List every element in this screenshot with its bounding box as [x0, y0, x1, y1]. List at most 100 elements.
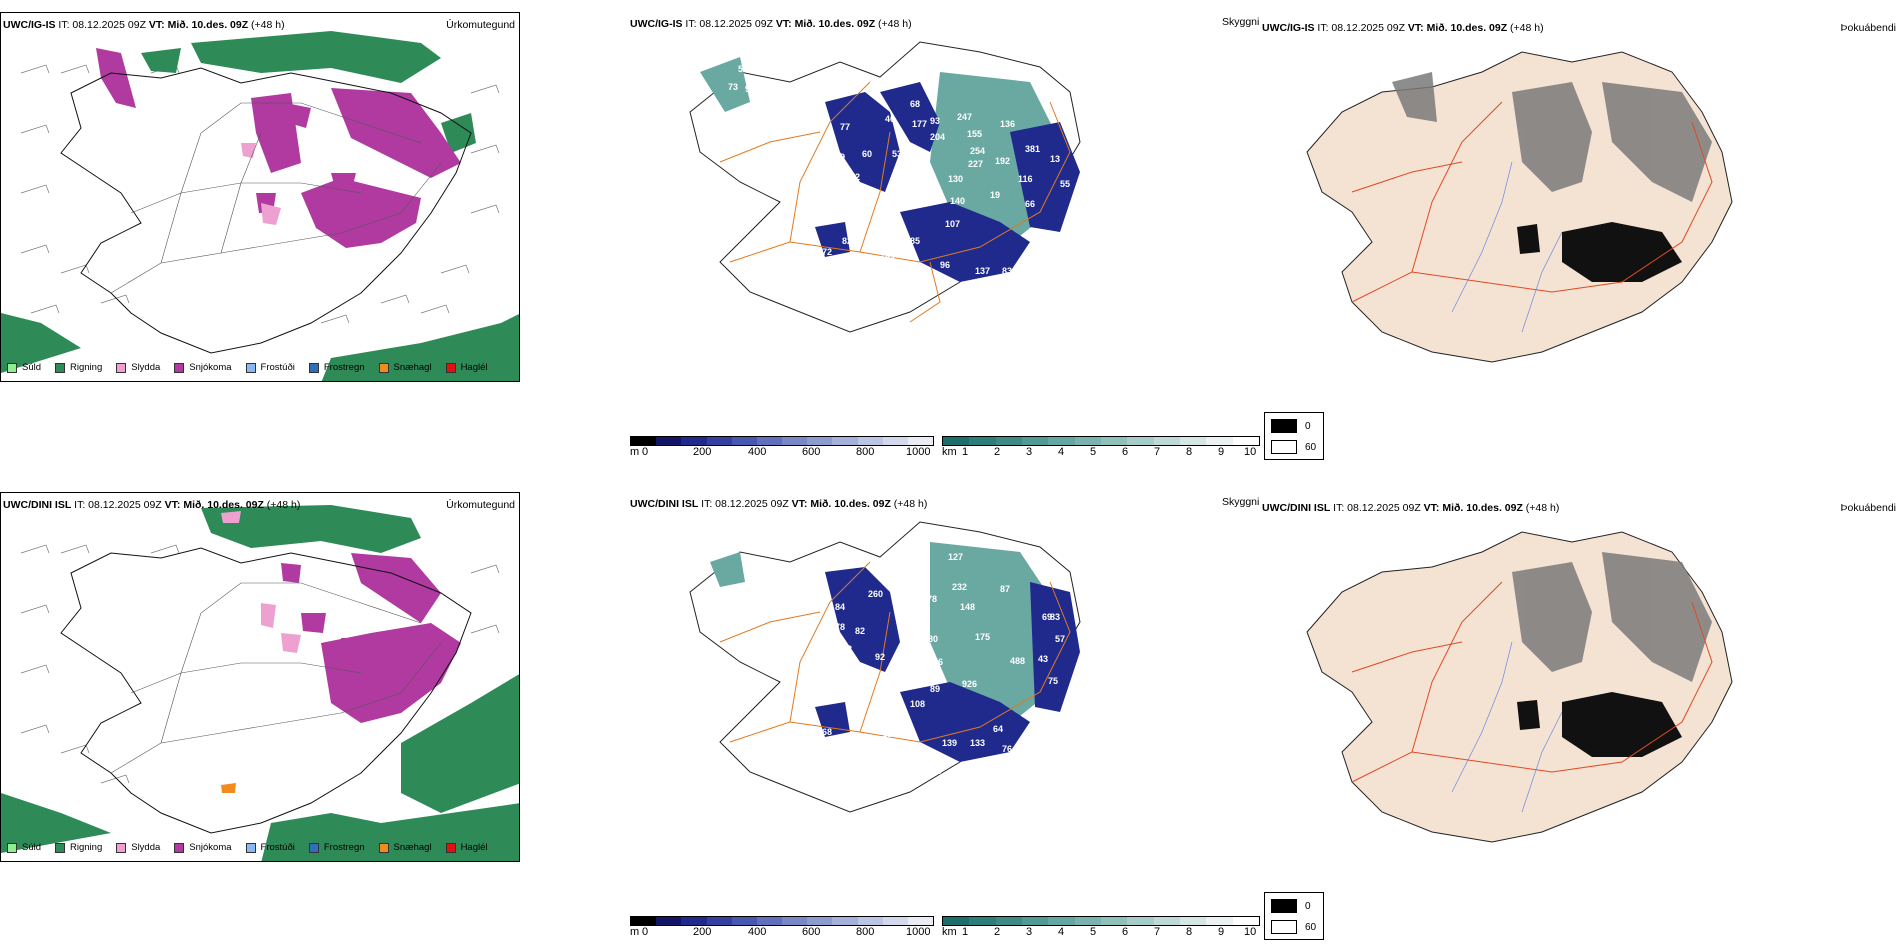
ceiling-colorbar-top — [630, 436, 934, 446]
colorbar-segment — [1206, 437, 1233, 445]
valid-time: Mið. 10.des. 09Z — [183, 499, 264, 511]
colorbar-segment — [1048, 917, 1075, 925]
ceiling-tick: 200 — [693, 926, 712, 938]
colorbar-segment — [943, 437, 970, 445]
legend-item-snow-pellets: Snæhagl — [378, 362, 432, 373]
ceiling-numbers-bottom: 260 84 78 82 72 92 177 278 127 232 148 8… — [822, 552, 1065, 824]
valid-label: VT: — [1423, 502, 1440, 514]
ceiling-label: 669 — [875, 694, 890, 704]
ceiling-label: 93 — [930, 116, 940, 126]
ceiling-tick: 1000 — [906, 926, 931, 938]
ceiling-label: 278 — [922, 594, 937, 604]
colorbar-segment — [857, 437, 883, 445]
fog-label-60: 60 — [1305, 442, 1317, 453]
vis-tick: 6 — [1122, 926, 1129, 938]
colorbar-segment — [1153, 437, 1180, 445]
init-time: IT: 08.12.2025 09Z — [701, 498, 789, 510]
vis-colorbar-bottom — [942, 916, 1260, 926]
ceiling-label: 75 — [1048, 676, 1058, 686]
vis-tick: 8 — [1186, 446, 1193, 458]
ceiling-label: 68 — [822, 727, 832, 737]
precip-panel-top: UWC/IG-IS IT: 08.12.2025 09Z VT: Mið. 10… — [0, 12, 520, 382]
roads — [1351, 101, 1713, 303]
lead-time: (+48 h) — [266, 499, 301, 511]
rain-areas — [1, 505, 519, 861]
fog-dark-areas — [1517, 222, 1682, 282]
ceiling-tick: 800 — [856, 446, 875, 458]
ceiling-label: 139 — [942, 738, 957, 748]
colorbar-segment — [656, 917, 682, 925]
legend-item-freezing-drizzle: Frostúði — [245, 842, 295, 853]
colorbar-segment — [1021, 437, 1049, 445]
model-name: UWC/IG-IS — [3, 19, 56, 31]
rain-areas — [1, 31, 519, 381]
valid-label: VT: — [164, 499, 181, 511]
ceiling-areas — [815, 82, 1080, 282]
fog-gray-areas — [1512, 552, 1712, 682]
colorbar-segment — [1179, 917, 1207, 925]
rivers — [1451, 161, 1563, 333]
colorbar-segment — [969, 917, 996, 925]
ceiling-label: 247 — [957, 112, 972, 122]
ceiling-label: 13 — [1050, 154, 1060, 164]
precip-map-top — [1, 31, 519, 381]
ceiling-colorbar-labels-top: m 0 200 400 600 800 1000 — [630, 446, 950, 460]
ceiling-label: 56 — [810, 249, 820, 259]
ceiling-label: 46 — [885, 114, 895, 124]
ceiling-label: 488 — [1010, 656, 1025, 666]
ceiling-numbers-top: 52 73 94 77 69 60 72 53 46 68 93 177 204… — [728, 64, 1070, 344]
vis-colorbar-top — [942, 436, 1260, 446]
rivers — [1451, 641, 1563, 813]
vis-tick: 8 — [1186, 926, 1193, 938]
fog-legend-bottom: 0 60 — [1264, 892, 1324, 940]
roads — [719, 81, 1071, 323]
ceiling-tick: 0 — [642, 926, 649, 938]
colorbar-segment — [631, 917, 657, 925]
ceiling-label: 177 — [902, 596, 917, 606]
ceiling-label: 83 — [1002, 266, 1012, 276]
legend-item-sleet: Slydda — [116, 362, 160, 373]
colorbar-segment — [995, 437, 1022, 445]
ceiling-label: 90 — [1028, 254, 1038, 264]
fog-header-top: UWC/IG-IS IT: 08.12.2025 09Z VT: Mið. 10… — [1262, 22, 1544, 34]
ceiling-label: 82 — [842, 236, 852, 246]
colorbar-segment — [731, 917, 757, 925]
ceiling-label: 82 — [855, 626, 865, 636]
legend-item-snow-pellets: Snæhagl — [378, 842, 432, 853]
lead-time: (+48 h) — [878, 18, 912, 30]
sleet-areas — [221, 511, 301, 653]
fog-label-60: 60 — [1305, 922, 1317, 933]
ceiling-label: 84 — [835, 602, 845, 612]
init-time: IT: 08.12.2025 09Z — [74, 499, 162, 511]
precip-map-bottom — [1, 505, 519, 861]
colorbar-segment — [1074, 917, 1101, 925]
ceiling-label: 87 — [1000, 584, 1010, 594]
colorbar-segment — [943, 917, 970, 925]
colorbar-segment — [1232, 917, 1259, 925]
ceiling-label: 136 — [1000, 119, 1015, 129]
fog-swatch-0 — [1271, 419, 1297, 433]
ceiling-tick: 400 — [748, 926, 767, 938]
fog-dark-areas — [1517, 692, 1682, 757]
ceiling-colorbar-bottom — [630, 916, 934, 926]
ceiling-label: 43 — [1038, 654, 1048, 664]
ceiling-tick: 600 — [802, 446, 821, 458]
snow-areas — [96, 48, 461, 248]
precip-panel-bottom: UWC/DINI ISL IT: 08.12.2025 09Z VT: Mið.… — [0, 492, 520, 862]
vis-unit: km — [942, 446, 957, 458]
roads — [110, 102, 442, 294]
ceiling-colorbar-labels-bottom: m 0 200 400 600 800 1000 — [630, 926, 950, 940]
ceiling-label: 66 — [1025, 199, 1035, 209]
vis-tick: 7 — [1154, 446, 1161, 458]
colorbar-segment — [1127, 917, 1154, 925]
ceiling-label: 260 — [868, 589, 883, 599]
vis-tick: 5 — [1090, 926, 1097, 938]
ceiling-unit: m — [630, 446, 640, 458]
colorbar-segment — [1127, 437, 1154, 445]
valid-time: Mið. 10.des. 09Z — [167, 19, 249, 31]
ceiling-label: 69 — [1042, 612, 1052, 622]
ceiling-header-top: UWC/IG-IS IT: 08.12.2025 09Z VT: Mið. 10… — [630, 18, 912, 30]
init-time: IT: 08.12.2025 09Z — [685, 18, 773, 30]
fog-panel-bottom: Þokuábendi — [1262, 492, 1900, 862]
ceiling-label: 57 — [1055, 634, 1065, 644]
